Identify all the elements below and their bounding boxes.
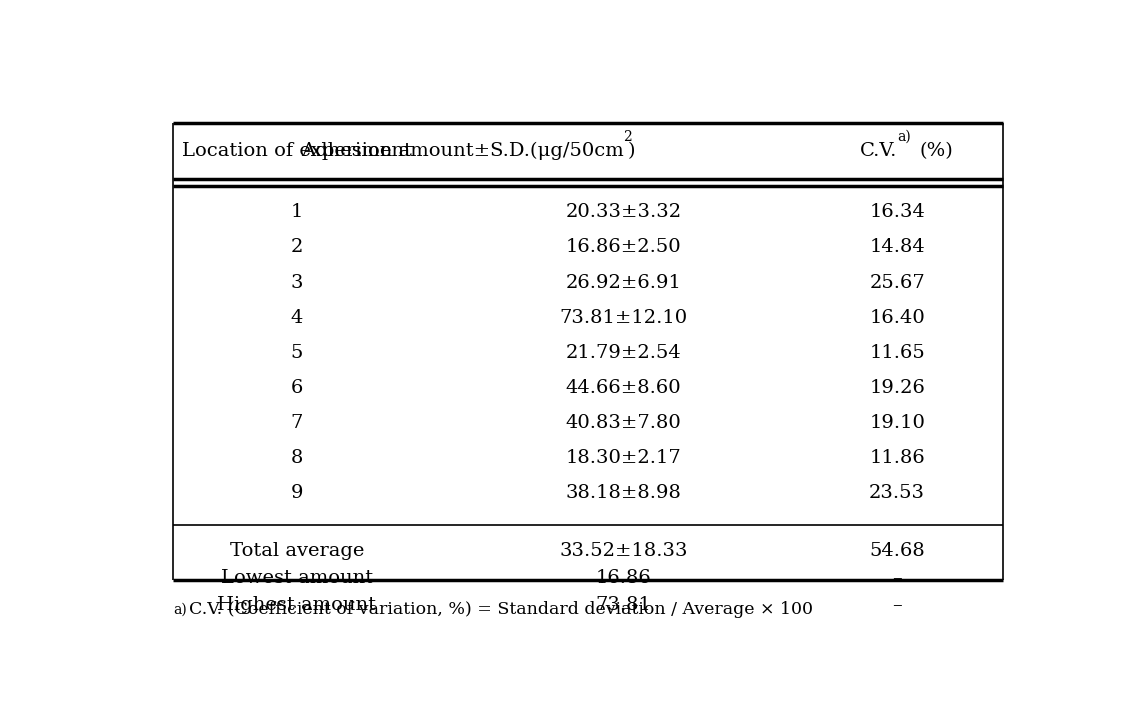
- Text: C.V. (Coefficient of variation, %) = Standard deviation / Average × 100: C.V. (Coefficient of variation, %) = Sta…: [189, 601, 813, 618]
- Text: 19.10: 19.10: [869, 414, 925, 432]
- Text: 11.65: 11.65: [869, 344, 925, 362]
- Text: 23.53: 23.53: [869, 484, 925, 502]
- Text: 19.26: 19.26: [869, 379, 925, 397]
- Text: 33.52±18.33: 33.52±18.33: [559, 542, 688, 560]
- Text: 44.66±8.60: 44.66±8.60: [566, 379, 681, 397]
- Text: –: –: [892, 596, 902, 614]
- Text: 16.40: 16.40: [869, 308, 925, 327]
- Text: Total average: Total average: [230, 542, 364, 560]
- Text: 5: 5: [290, 344, 303, 362]
- Text: 9: 9: [290, 484, 303, 502]
- Text: 18.30±2.17: 18.30±2.17: [566, 449, 681, 467]
- Text: 73.81: 73.81: [596, 596, 652, 614]
- Text: 3: 3: [290, 274, 303, 292]
- Text: 4: 4: [290, 308, 303, 327]
- Text: Highest amount: Highest amount: [218, 596, 376, 614]
- Text: 20.33±3.32: 20.33±3.32: [565, 203, 681, 222]
- Text: 54.68: 54.68: [869, 542, 925, 560]
- Text: 6: 6: [290, 379, 303, 397]
- Text: 2: 2: [290, 238, 303, 256]
- Text: 25.67: 25.67: [869, 274, 925, 292]
- Text: 2: 2: [623, 130, 632, 144]
- Text: a): a): [898, 130, 911, 144]
- Text: a): a): [173, 602, 187, 617]
- Text: 26.92±6.91: 26.92±6.91: [566, 274, 681, 292]
- Text: 38.18±8.98: 38.18±8.98: [566, 484, 681, 502]
- Text: 40.83±7.80: 40.83±7.80: [566, 414, 681, 432]
- Text: 73.81±12.10: 73.81±12.10: [559, 308, 688, 327]
- Text: 11.86: 11.86: [869, 449, 925, 467]
- Text: (%): (%): [919, 142, 953, 160]
- Text: –: –: [892, 569, 902, 587]
- Text: C.V.: C.V.: [860, 142, 898, 160]
- Text: 16.86±2.50: 16.86±2.50: [566, 238, 681, 256]
- Text: 8: 8: [290, 449, 303, 467]
- Text: Location of experiment: Location of experiment: [182, 142, 412, 160]
- Text: 16.34: 16.34: [869, 203, 925, 222]
- Text: Lowest amount: Lowest amount: [221, 569, 372, 587]
- Text: 1: 1: [290, 203, 303, 222]
- Text: Adhesion amount±S.D.(μg/50cm: Adhesion amount±S.D.(μg/50cm: [301, 142, 623, 160]
- Text: 16.86: 16.86: [596, 569, 652, 587]
- Text: 14.84: 14.84: [869, 238, 925, 256]
- Text: ): ): [628, 142, 636, 160]
- Text: 21.79±2.54: 21.79±2.54: [566, 344, 681, 362]
- Text: 7: 7: [290, 414, 303, 432]
